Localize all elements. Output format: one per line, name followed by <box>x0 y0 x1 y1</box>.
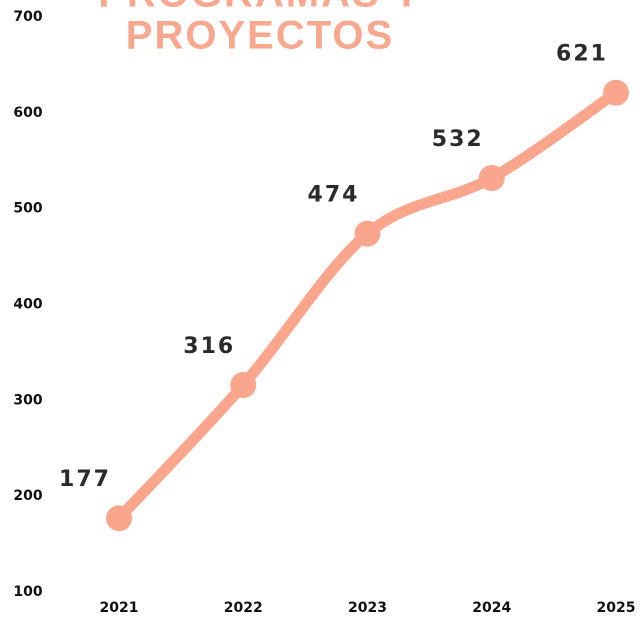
y-tick-label: 100 <box>13 584 42 600</box>
value-label: 474 <box>308 183 360 208</box>
y-tick-label: 300 <box>13 392 42 408</box>
point <box>603 79 629 106</box>
x-tick-label: 2025 <box>597 600 636 616</box>
y-tick-label: 200 <box>13 488 42 504</box>
x-tick-label: 2023 <box>348 600 387 616</box>
x-tick-label: 2022 <box>224 600 263 616</box>
y-tick-label: 400 <box>13 297 42 313</box>
chart-title: PROYECTOS <box>126 14 394 58</box>
value-label: 532 <box>432 127 484 152</box>
x-tick-label: 2021 <box>100 600 139 616</box>
x-tick-label: 2024 <box>472 600 511 616</box>
point <box>106 505 132 532</box>
value-label: 621 <box>556 42 608 67</box>
point <box>230 372 257 398</box>
line <box>113 87 622 524</box>
y-tick-label: 700 <box>13 9 42 25</box>
y-tick-label: 600 <box>13 105 42 121</box>
y-tick-label: 500 <box>13 201 42 217</box>
chart-title: PROGRAMAS Y <box>98 0 422 16</box>
point <box>478 165 505 191</box>
value-label: 316 <box>183 334 235 359</box>
value-label: 177 <box>59 467 111 492</box>
point <box>354 220 381 247</box>
